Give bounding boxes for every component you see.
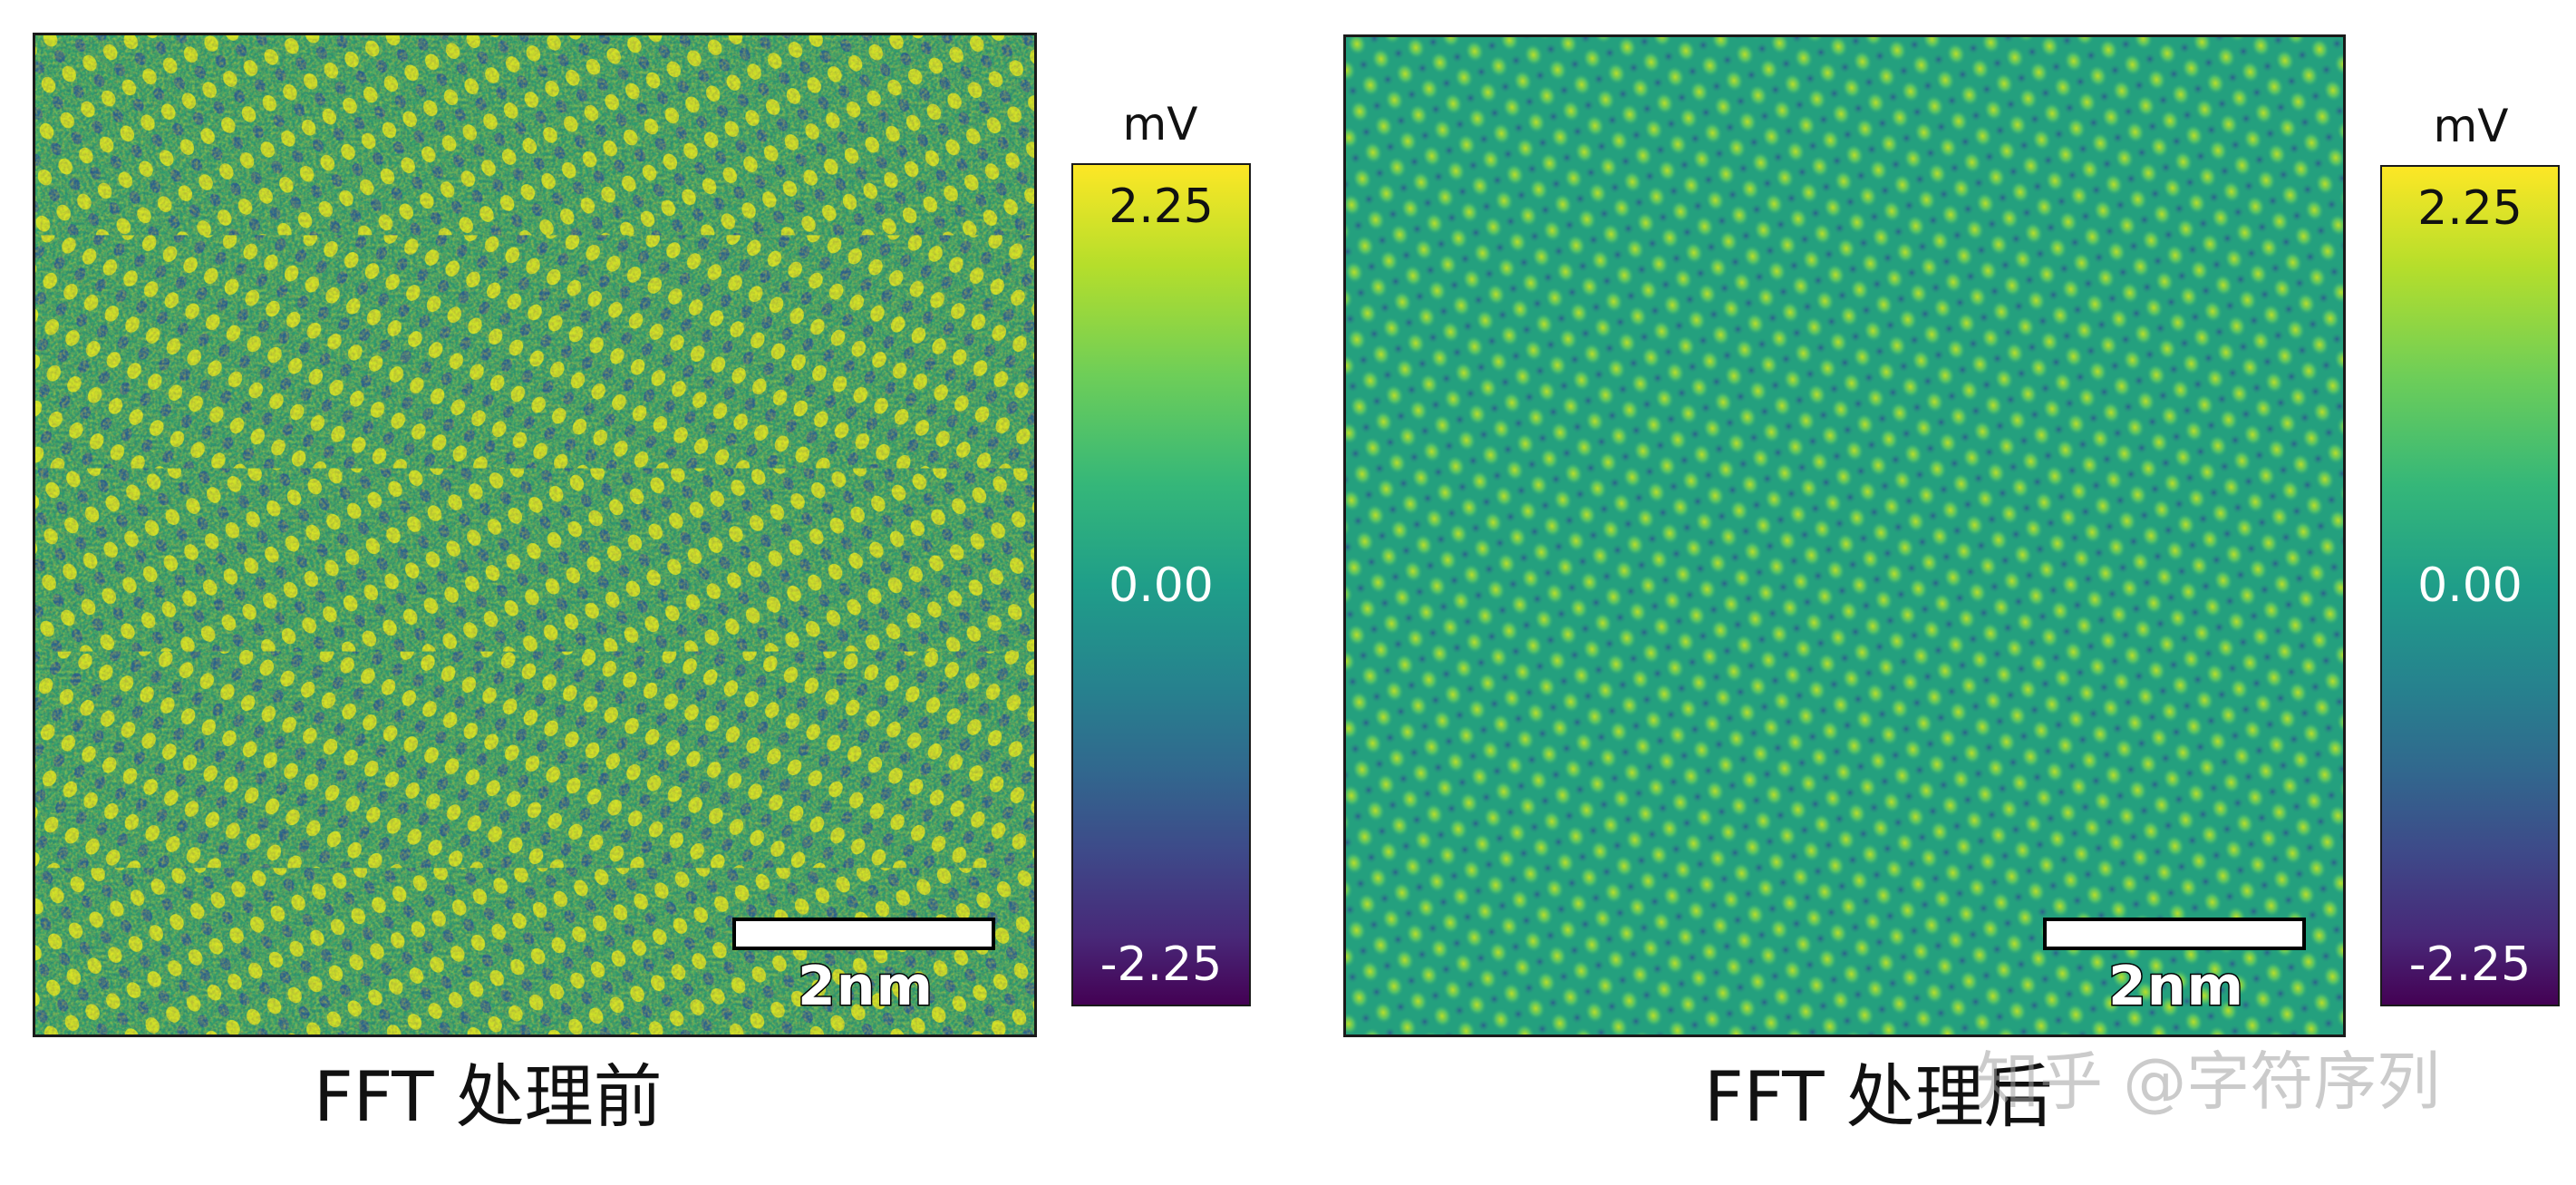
- colorbar-min-label-before: -2.25: [1099, 937, 1223, 992]
- watermark-text: 知乎 @字符序列: [1976, 1044, 2441, 1119]
- colorbar-unit-before: mV: [1122, 98, 1198, 151]
- caption-after: FFT 处理后: [1704, 1056, 2053, 1137]
- scale-bar-label-before: 2nm: [797, 955, 935, 1018]
- stm-image-before-fft: [33, 33, 1037, 1037]
- scale-bar-label-after: 2nm: [2107, 955, 2245, 1018]
- colorbar-after: 2.25 0.00 -2.25: [2380, 165, 2560, 1006]
- colorbar-max-label-after: 2.25: [2417, 181, 2523, 236]
- filtered-lattice-image: [1346, 37, 2343, 1034]
- caption-before: FFT 处理前: [314, 1056, 663, 1137]
- colorbar-mid-label-before: 0.00: [1109, 559, 1214, 613]
- colorbar-unit-after: mV: [2433, 100, 2509, 152]
- scale-bar-after: [2043, 918, 2306, 950]
- colorbar-before: 2.25 0.00 -2.25: [1071, 163, 1251, 1006]
- scale-bar-before: [732, 918, 995, 950]
- noisy-lattice-image: [35, 35, 1034, 1034]
- stm-image-after-fft: [1343, 34, 2346, 1037]
- colorbar-min-label-after: -2.25: [2408, 937, 2532, 992]
- colorbar-max-label-before: 2.25: [1109, 180, 1214, 234]
- colorbar-mid-label-after: 0.00: [2417, 559, 2523, 613]
